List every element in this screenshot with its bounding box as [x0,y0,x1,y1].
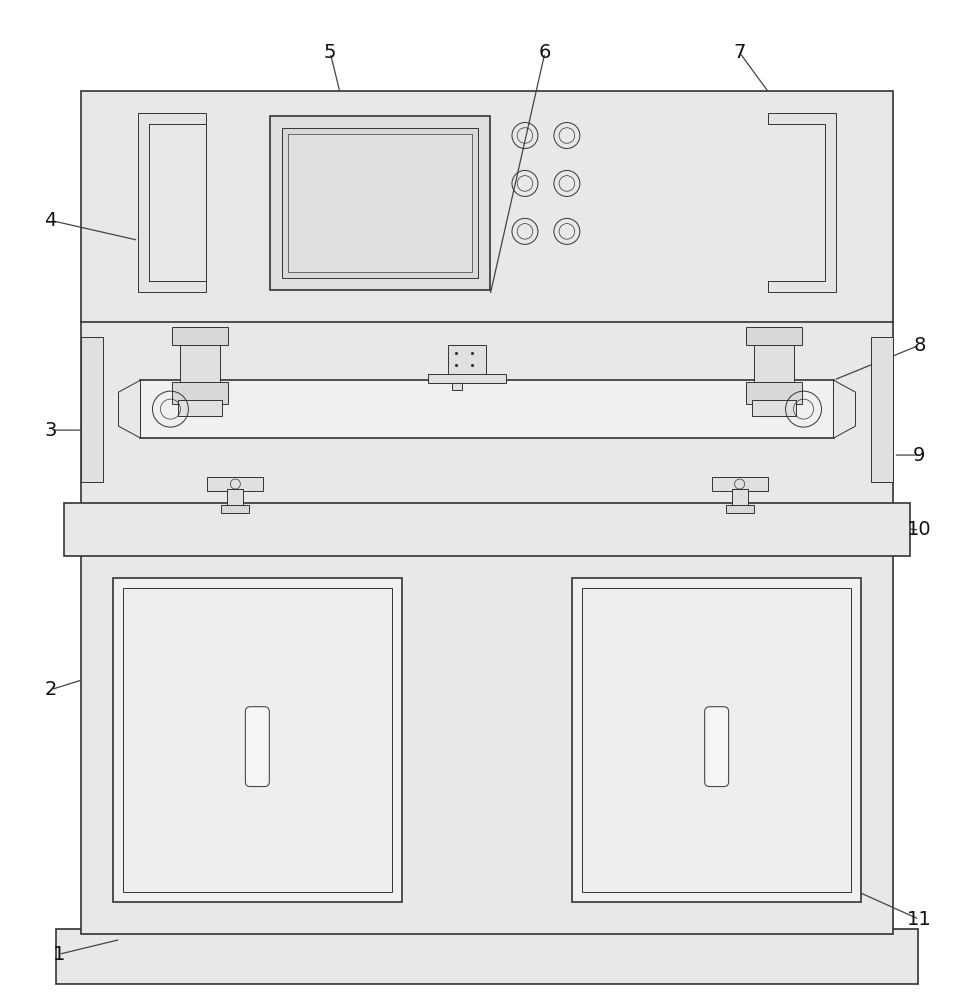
Bar [452,383,462,390]
Text: 9: 9 [914,446,925,465]
Text: 10: 10 [907,520,932,539]
Bar [138,113,206,292]
Bar [180,327,220,397]
Bar [581,588,851,892]
Bar [726,505,754,513]
Bar [754,327,794,397]
Bar [149,124,206,281]
Polygon shape [119,380,140,438]
Bar [227,489,244,507]
Bar [288,134,472,272]
Bar [221,505,249,513]
Text: 3: 3 [45,421,56,440]
Bar [172,382,228,404]
Text: 7: 7 [733,43,746,62]
Bar [172,327,228,345]
Text: 6: 6 [539,43,551,62]
Bar [429,374,506,383]
Text: 5: 5 [324,43,336,62]
Text: 8: 8 [914,336,925,355]
FancyBboxPatch shape [705,707,729,787]
Bar [63,503,911,556]
Polygon shape [834,380,855,438]
Bar [746,382,802,404]
Bar [872,337,893,482]
FancyBboxPatch shape [245,707,269,787]
Text: 2: 2 [45,680,56,699]
Bar [712,477,768,491]
Bar [746,327,802,345]
Bar [123,588,393,892]
Bar [768,124,825,281]
Bar [140,380,834,438]
Bar [113,578,402,902]
Bar [178,400,222,416]
Text: 4: 4 [45,211,56,230]
Bar [271,116,490,290]
Bar [752,400,796,416]
Bar [81,91,893,505]
Bar [448,345,486,380]
Text: 1: 1 [53,945,65,964]
Bar [282,128,478,278]
Bar [731,489,748,507]
Bar [768,113,836,292]
Bar [56,929,918,984]
Bar [572,578,861,902]
Bar [81,555,893,934]
Bar [81,337,102,482]
Bar [207,477,263,491]
Text: 11: 11 [907,910,932,929]
